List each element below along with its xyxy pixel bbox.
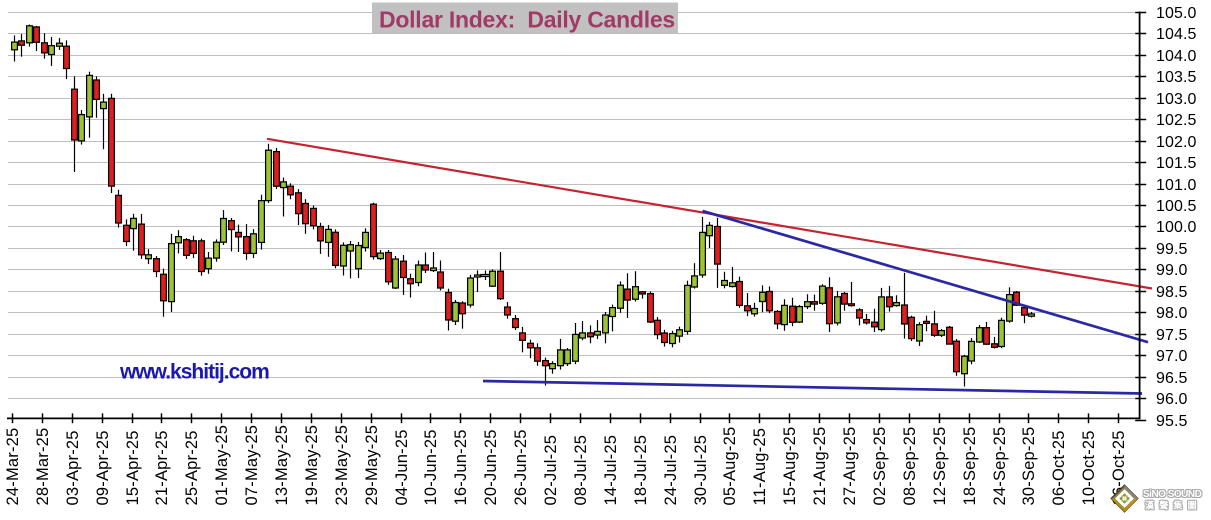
svg-text:09-Apr-25: 09-Apr-25 (94, 430, 112, 505)
svg-text:101.5: 101.5 (1156, 155, 1197, 172)
svg-text:104.0: 104.0 (1156, 48, 1197, 65)
svg-text:102.5: 102.5 (1156, 112, 1197, 129)
svg-text:95.5: 95.5 (1156, 413, 1188, 430)
svg-text:SiNO SOUND: SiNO SOUND (1143, 488, 1202, 499)
svg-text:SiNO SOUND: SiNO SOUND (1143, 490, 1202, 501)
svg-text:漢聲集圗: 漢聲集圗 (1145, 500, 1202, 511)
svg-text:98.0: 98.0 (1156, 305, 1188, 322)
svg-text:SiNO SOUND: SiNO SOUND (1144, 489, 1203, 500)
svg-text:15-Aug-25: 15-Aug-25 (781, 427, 799, 506)
svg-text:25-Apr-25: 25-Apr-25 (183, 430, 201, 505)
svg-text:99.0: 99.0 (1156, 262, 1188, 279)
svg-text:26-Jun-25: 26-Jun-25 (512, 429, 530, 505)
svg-text:漢聲集圗: 漢聲集圗 (1144, 500, 1201, 511)
svg-text:21-Apr-25: 21-Apr-25 (153, 430, 171, 505)
svg-text:30-Jul-25: 30-Jul-25 (692, 435, 710, 506)
svg-text:18-Jul-25: 18-Jul-25 (632, 435, 650, 506)
svg-text:103.5: 103.5 (1156, 69, 1197, 86)
svg-text:漢聲集圗: 漢聲集圗 (1146, 499, 1203, 510)
svg-text:10-Jun-25: 10-Jun-25 (422, 429, 440, 505)
svg-text:28-Mar-25: 28-Mar-25 (34, 428, 52, 506)
svg-text:06-Oct-25: 06-Oct-25 (1050, 430, 1068, 505)
svg-text:14-Jul-25: 14-Jul-25 (602, 435, 620, 506)
svg-text:SiNO SOUND: SiNO SOUND (1142, 488, 1201, 499)
svg-text:16-Jun-25: 16-Jun-25 (452, 429, 470, 505)
svg-text:漢聲集圗: 漢聲集圗 (1144, 501, 1201, 512)
svg-text:SiNO SOUND: SiNO SOUND (1144, 488, 1203, 499)
svg-text:漢聲集圗: 漢聲集圗 (1145, 499, 1202, 510)
svg-text:漢聲集圗: 漢聲集圗 (1145, 501, 1202, 512)
svg-text:Dollar Index: Daily Candles: Dollar Index: Daily Candles (379, 6, 675, 32)
svg-text:97.0: 97.0 (1156, 348, 1188, 365)
svg-text:SiNO SOUND: SiNO SOUND (1143, 489, 1202, 500)
svg-text:10-Oct-25: 10-Oct-25 (1080, 430, 1098, 505)
svg-text:96.0: 96.0 (1156, 391, 1188, 408)
svg-text:24-Mar-25: 24-Mar-25 (4, 428, 22, 506)
svg-text:18-Sep-25: 18-Sep-25 (961, 427, 979, 506)
svg-text:02-Jul-25: 02-Jul-25 (542, 435, 560, 506)
svg-text:23-May-25: 23-May-25 (333, 425, 351, 506)
svg-text:SiNO SOUND: SiNO SOUND (1142, 489, 1201, 500)
svg-text:100.5: 100.5 (1156, 198, 1197, 215)
svg-text:www.kshitij.com: www.kshitij.com (119, 361, 269, 384)
svg-text:21-Aug-25: 21-Aug-25 (811, 427, 829, 506)
svg-text:20-Jun-25: 20-Jun-25 (482, 429, 500, 505)
svg-text:104.5: 104.5 (1156, 26, 1197, 43)
svg-text:02-Sep-25: 02-Sep-25 (871, 427, 889, 506)
svg-text:01-May-25: 01-May-25 (213, 425, 231, 506)
svg-text:11-Aug-25: 11-Aug-25 (751, 428, 769, 506)
svg-text:13-May-25: 13-May-25 (273, 425, 291, 506)
svg-text:SiNO SOUND: SiNO SOUND (1144, 490, 1203, 501)
svg-text:03-Apr-25: 03-Apr-25 (64, 430, 82, 505)
svg-text:101.0: 101.0 (1156, 177, 1197, 194)
svg-text:SiNO SOUND: SiNO SOUND (1142, 490, 1201, 501)
svg-text:98.5: 98.5 (1156, 284, 1188, 301)
svg-text:102.0: 102.0 (1156, 134, 1197, 151)
svg-text:103.0: 103.0 (1156, 91, 1197, 108)
svg-text:30-Sep-25: 30-Sep-25 (1020, 427, 1038, 506)
svg-text:24-Sep-25: 24-Sep-25 (991, 427, 1009, 506)
svg-text:29-May-25: 29-May-25 (363, 425, 381, 506)
svg-text:08-Sep-25: 08-Sep-25 (901, 427, 919, 506)
svg-text:08-Jul-25: 08-Jul-25 (572, 435, 590, 506)
svg-text:24-Jul-25: 24-Jul-25 (662, 435, 680, 506)
svg-text:漢聲集圗: 漢聲集圗 (1146, 501, 1203, 512)
svg-text:19-May-25: 19-May-25 (303, 425, 321, 506)
svg-text:99.5: 99.5 (1156, 241, 1188, 258)
svg-text:105.0: 105.0 (1156, 5, 1197, 22)
svg-text:12-Sep-25: 12-Sep-25 (931, 427, 949, 506)
svg-text:漢聲集圗: 漢聲集圗 (1144, 499, 1201, 510)
svg-text:100.0: 100.0 (1156, 219, 1197, 236)
svg-text:96.5: 96.5 (1156, 370, 1188, 387)
svg-text:漢聲集圗: 漢聲集圗 (1146, 500, 1203, 511)
svg-text:07-May-25: 07-May-25 (243, 425, 261, 506)
svg-text:15-Apr-25: 15-Apr-25 (124, 430, 142, 505)
svg-text:27-Aug-25: 27-Aug-25 (841, 427, 859, 506)
svg-text:04-Jun-25: 04-Jun-25 (393, 429, 411, 505)
svg-text:97.5: 97.5 (1156, 327, 1188, 344)
svg-text:05-Aug-25: 05-Aug-25 (721, 427, 739, 506)
